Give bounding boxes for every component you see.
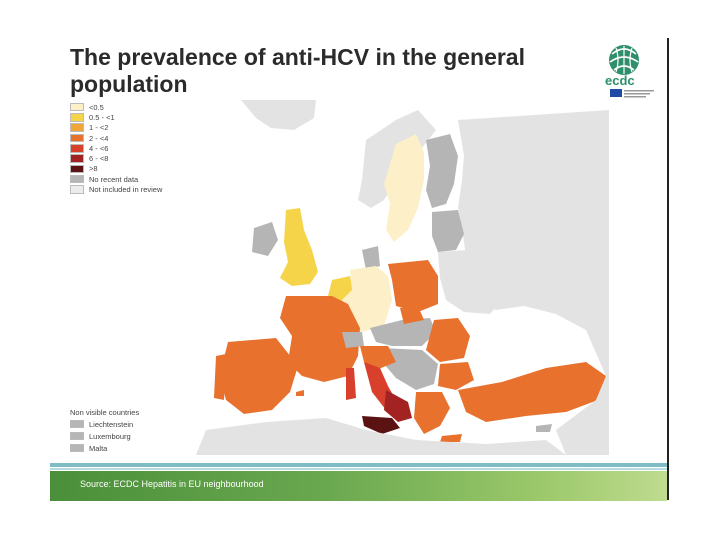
title-line-2: population xyxy=(70,71,188,97)
non-visible-item: Luxembourg xyxy=(70,430,139,442)
legend-label: 4 - <6 xyxy=(89,143,109,153)
footer-bar: Source: ECDC Hepatitis in EU neighbourho… xyxy=(50,471,667,501)
non-visible-label: Liechtenstein xyxy=(89,419,134,429)
country-sweden xyxy=(384,134,424,242)
legend-swatch xyxy=(70,419,84,429)
legend-item: >8 xyxy=(70,164,162,174)
slide-title: The prevalence of anti-HCV in the genera… xyxy=(70,44,590,98)
non-visible-title: Non visible countries xyxy=(70,408,140,417)
footer-divider-thin xyxy=(50,468,667,470)
legend-swatch xyxy=(70,144,84,153)
country-sardinia xyxy=(346,368,356,400)
country-greece xyxy=(414,392,450,434)
legend-swatch xyxy=(70,102,84,112)
map-legend: <0.5 0.5 - <1 1 - <2 2 - <4 4 - <6 6 - <… xyxy=(70,102,162,195)
legend-label: 0.5 - <1 xyxy=(89,112,115,122)
country-crete xyxy=(440,434,462,442)
country-ukraine xyxy=(438,250,506,314)
legend-item: <0.5 xyxy=(70,102,162,112)
source-text: Source: ECDC Hepatitis in EU neighbourho… xyxy=(80,479,264,489)
legend-label: 1 - <2 xyxy=(89,123,109,133)
country-portugal xyxy=(214,354,226,400)
legend-swatch xyxy=(70,123,84,132)
legend-label: 2 - <4 xyxy=(89,133,109,143)
country-poland xyxy=(388,260,438,312)
legend-item: No recent data xyxy=(70,174,162,184)
country-ireland xyxy=(252,222,278,256)
legend-swatch xyxy=(70,443,84,453)
legend-item: 1 - <2 xyxy=(70,123,162,133)
legend-item: 2 - <4 xyxy=(70,133,162,143)
legend-swatch xyxy=(70,154,84,163)
country-france xyxy=(280,296,360,382)
country-bulgaria xyxy=(438,362,474,390)
country-denmark xyxy=(362,246,380,270)
logo-wordmark: ecdc xyxy=(605,73,635,88)
country-balearics xyxy=(296,390,304,396)
europe-map xyxy=(66,100,609,455)
country-germany xyxy=(342,266,392,332)
legend-item: 4 - <6 xyxy=(70,143,162,153)
country-italy-south xyxy=(384,390,412,422)
legend-swatch xyxy=(70,164,84,174)
country-finland xyxy=(426,134,458,208)
legend-swatch xyxy=(70,174,84,184)
legend-label: <0.5 xyxy=(89,102,104,112)
country-uk xyxy=(280,208,318,286)
non-visible-countries: Non visible countries Liechtenstein Luxe… xyxy=(70,408,139,454)
legend-item: 6 - <8 xyxy=(70,153,162,163)
country-balkans xyxy=(382,348,438,390)
region-north-africa xyxy=(196,418,566,455)
country-cyprus xyxy=(536,424,552,432)
legend-swatch xyxy=(70,113,84,122)
slide-border-line xyxy=(667,38,669,500)
legend-label: Not included in review xyxy=(89,185,163,195)
non-visible-label: Luxembourg xyxy=(89,431,131,441)
legend-item: 0.5 - <1 xyxy=(70,112,162,122)
non-visible-item: Liechtenstein xyxy=(70,418,139,430)
country-switzerland xyxy=(342,332,364,348)
country-romania xyxy=(426,318,470,362)
legend-label: >8 xyxy=(89,164,98,174)
country-turkey xyxy=(458,362,606,422)
country-italy-islands xyxy=(362,416,400,434)
country-spain xyxy=(220,338,298,414)
legend-swatch xyxy=(70,133,84,143)
region-middle-east xyxy=(556,330,609,455)
non-visible-item: Malta xyxy=(70,442,139,454)
country-baltics xyxy=(432,210,464,252)
legend-label: No recent data xyxy=(89,174,139,184)
country-slovakia xyxy=(400,306,424,324)
legend-swatch xyxy=(70,431,84,441)
legend-label: 6 - <8 xyxy=(89,154,109,164)
footer-divider xyxy=(50,463,667,467)
legend-swatch xyxy=(70,185,84,194)
non-visible-label: Malta xyxy=(89,443,108,453)
title-line-1: The prevalence of anti-HCV in the genera… xyxy=(70,44,525,70)
country-central-europe xyxy=(370,318,436,346)
country-iceland xyxy=(241,100,316,130)
ecdc-logo: ecdc xyxy=(605,45,654,98)
legend-item: Not included in review xyxy=(70,184,162,194)
country-russia xyxy=(458,110,609,330)
